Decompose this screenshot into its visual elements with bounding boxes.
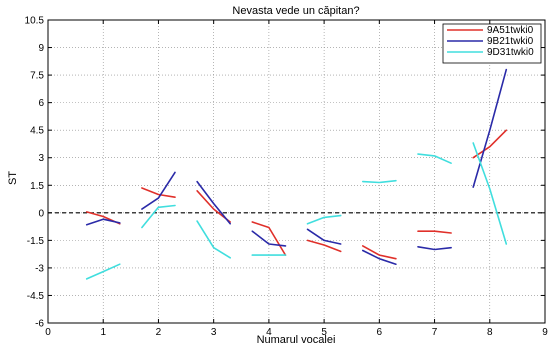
- series-2-segment-3: [196, 180, 231, 225]
- y-tick-label: 3: [38, 153, 44, 164]
- x-tick-label: 0: [45, 327, 51, 338]
- series-2-segment-2: [141, 171, 176, 210]
- y-tick-label: 9: [38, 43, 44, 54]
- series-2-segment-6: [361, 249, 397, 266]
- series-2-segment-4: [251, 230, 287, 247]
- series-3-segment-1: [85, 263, 121, 280]
- y-tick-label: 1.5: [30, 181, 44, 192]
- x-tick-label: 7: [432, 327, 438, 338]
- series-3-segment-5: [306, 214, 342, 225]
- legend-label: 9B21twki0: [487, 36, 534, 47]
- x-tick-label: 5: [321, 327, 327, 338]
- y-tick-label: 7.5: [30, 71, 44, 82]
- y-tick-label: 10.5: [25, 16, 45, 27]
- series-2-segment-7: [417, 246, 452, 251]
- legend-label: 9D31twki0: [487, 47, 534, 58]
- y-tick-label: -3: [35, 263, 44, 274]
- series-3-segment-8: [472, 142, 508, 245]
- series-1-segment-8: [472, 129, 508, 159]
- series-2-segment-5: [306, 228, 342, 245]
- x-tick-label: 4: [266, 327, 272, 338]
- series-lines: [85, 68, 508, 280]
- x-tick-label: 3: [211, 327, 217, 338]
- series-1-segment-7: [417, 230, 452, 234]
- y-tick-label: 4.5: [30, 126, 44, 137]
- x-tick-label: 1: [100, 327, 106, 338]
- y-tick-label: -6: [35, 319, 44, 330]
- series-2-segment-1: [85, 218, 121, 226]
- x-axis-label: Numarul vocalei: [257, 334, 336, 346]
- y-tick-label: 6: [38, 98, 44, 109]
- y-tick-label: 0: [38, 208, 44, 219]
- chart-title: Nevasta vede un căpitan?: [232, 5, 359, 17]
- axis-ticks: 0 1 2 3 4 5 6 7 8 9 -6 -4.5 -3 -1.5 0 1.5 3 4.5 6 7.5 9 10.5: [25, 16, 548, 339]
- y-axis-label: ST: [7, 171, 19, 185]
- series-1-segment-5: [306, 239, 342, 253]
- y-tick-label: -1.5: [27, 236, 45, 247]
- series-2-segment-8: [472, 68, 508, 188]
- series-3-segment-3: [196, 220, 231, 259]
- x-tick-label: 9: [542, 327, 548, 338]
- series-1-segment-6: [361, 245, 397, 260]
- y-tick-label: -4.5: [27, 291, 45, 302]
- x-tick-label: 6: [377, 327, 383, 338]
- x-tick-label: 8: [487, 327, 493, 338]
- legend-label: 9A51twki0: [487, 25, 534, 36]
- series-1-segment-2: [141, 187, 176, 198]
- series-3-segment-6: [361, 179, 397, 184]
- plot-frame: [47, 19, 546, 324]
- x-tick-label: 2: [156, 327, 162, 338]
- series-3-segment-2: [141, 204, 176, 229]
- series-3-segment-7: [417, 153, 452, 164]
